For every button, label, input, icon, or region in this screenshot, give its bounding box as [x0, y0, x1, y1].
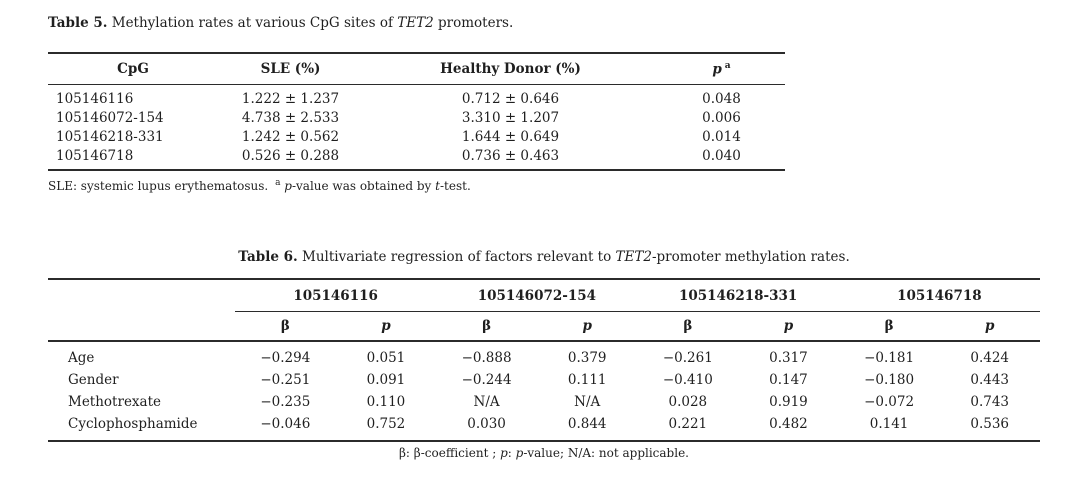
table-cell: −0.235 [260, 394, 311, 410]
table-cell: 0.091 [366, 372, 406, 388]
table-row: Gender −0.251 0.091 −0.244 0.111 −0.410 0.147 −… [48, 369, 1040, 391]
table6-p-header: p [335, 311, 437, 342]
table-cell: 0.141 [869, 416, 909, 432]
table6-header-empty [48, 279, 235, 312]
table6-caption: Table 6. Multivariate regression of fact… [48, 249, 1040, 266]
table6-beta-header: β [637, 311, 739, 342]
table-cell: −0.251 [260, 372, 311, 388]
table6-caption-label: Table 6. [238, 249, 298, 265]
table-cell: 0.030 [467, 416, 506, 432]
table-cell: −0.410 [662, 372, 713, 388]
table5-caption: Table 5. Methylation rates at various Cp… [48, 15, 788, 32]
table-cell: 0.317 [769, 350, 808, 366]
table-cell: 4.738 ± 2.533 [241, 109, 340, 126]
table-cell: 105146718 [56, 147, 134, 164]
table-cell: 0.712 ± 0.646 [461, 90, 560, 107]
table5-header-sle: SLE (%) [218, 53, 363, 85]
table-row: Cyclophosphamide −0.046 0.752 0.030 0.844 0.2… [48, 413, 1040, 441]
table6-subheader-empty [48, 311, 235, 342]
table-cell: N/A [473, 394, 500, 410]
table6: 105146116 105146072-154 105146218-331 10514… [48, 278, 1040, 442]
table-cell: −0.046 [260, 416, 311, 432]
table-row: Age −0.294 0.051 −0.888 0.379 −0.261 0.317 −0.1… [48, 341, 1040, 369]
table-cell: −0.072 [864, 394, 915, 410]
table-cell: 0.736 ± 0.463 [461, 147, 560, 164]
table-cell: 0.379 [567, 350, 607, 366]
table-cell: 0.028 [668, 394, 708, 410]
table-row: Methotrexate −0.235 0.110 N/A N/A 0.028 0.919 −… [48, 391, 1040, 413]
table-cell: 105146116 [56, 90, 134, 107]
table6-p-header: p [939, 311, 1040, 342]
table-cell: 0.110 [366, 394, 406, 410]
table-cell: 0.147 [769, 372, 808, 388]
table5-header-healthy-donor: Healthy Donor (%) [363, 53, 658, 85]
table-cell: 0.752 [366, 416, 406, 432]
table-cell: 105146072-154 [56, 109, 164, 126]
table-cell: 0.221 [668, 416, 708, 432]
table-cell: 0.048 [702, 90, 741, 107]
table-cell: Cyclophosphamide [68, 416, 198, 432]
table-cell: 0.040 [702, 147, 741, 164]
table-cell: Age [68, 350, 95, 366]
table-cell: −0.181 [864, 350, 915, 366]
table-cell: −0.888 [461, 350, 512, 366]
table6-group-header: 105146218-331 [637, 279, 839, 312]
table-cell: 0.006 [702, 109, 741, 126]
table-cell: −0.261 [662, 350, 713, 366]
table-cell: 0.111 [567, 372, 607, 388]
table-cell: 0.051 [366, 350, 406, 366]
table-cell: 0.482 [769, 416, 808, 432]
table6-p-header: p [738, 311, 839, 342]
table-cell: −0.244 [461, 372, 512, 388]
table-row: 105146218-331 1.242 ± 0.562 1.644 ± 0.649 0… [48, 127, 785, 146]
table-row: 105146072-154 4.738 ± 2.533 3.310 ± 1.207 0… [48, 108, 785, 127]
table-cell: −0.180 [864, 372, 915, 388]
table-cell: 0.919 [769, 394, 808, 410]
table-cell: 105146218-331 [56, 128, 164, 145]
table-cell: 0.844 [567, 416, 607, 432]
table-cell: 1.222 ± 1.237 [241, 90, 340, 107]
table5-footnote: SLE: systemic lupus erythematosus. a p-v… [48, 178, 471, 193]
table-cell: Gender [68, 372, 119, 388]
table5-caption-label: Table 5. [48, 15, 108, 31]
table-cell: 1.644 ± 0.649 [461, 128, 560, 145]
table6-group-header: 105146116 [235, 279, 437, 312]
table6-caption-text: Multivariate regression of factors relev… [297, 249, 850, 265]
table-cell: 0.014 [702, 128, 741, 145]
table6-beta-header: β [235, 311, 336, 342]
table5-caption-text: Methylation rates at various CpG sites o… [107, 15, 514, 31]
table-cell: 0.526 ± 0.288 [241, 147, 340, 164]
table5-header-cpg: CpG [48, 53, 218, 85]
table-cell: 0.443 [970, 372, 1010, 388]
table-cell: 0.743 [970, 394, 1010, 410]
table6-footnote: β: β-coefficient ; p: p-value; N/A: not … [398, 446, 689, 460]
table-cell: Methotrexate [68, 394, 162, 410]
table6-beta-header: β [838, 311, 940, 342]
table6-group-header: 105146072-154 [436, 279, 638, 312]
table-cell: N/A [574, 394, 601, 410]
table-cell: 0.424 [970, 350, 1010, 366]
table6-beta-header: β [436, 311, 537, 342]
table-row: 105146718 0.526 ± 0.288 0.736 ± 0.463 0.040 [48, 146, 785, 170]
table-cell: 1.242 ± 0.562 [241, 128, 340, 145]
table-cell: 0.536 [970, 416, 1010, 432]
table-row: 105146116 1.222 ± 1.237 0.712 ± 0.646 0.048 [48, 85, 785, 109]
table6-group-header: 105146718 [838, 279, 1040, 312]
table-cell: 3.310 ± 1.207 [461, 109, 560, 126]
table6-group-header-row: 105146116 105146072-154 105146218-331 10514… [48, 279, 1040, 312]
table6-p-header: p [536, 311, 638, 342]
table-cell: −0.294 [260, 350, 311, 366]
